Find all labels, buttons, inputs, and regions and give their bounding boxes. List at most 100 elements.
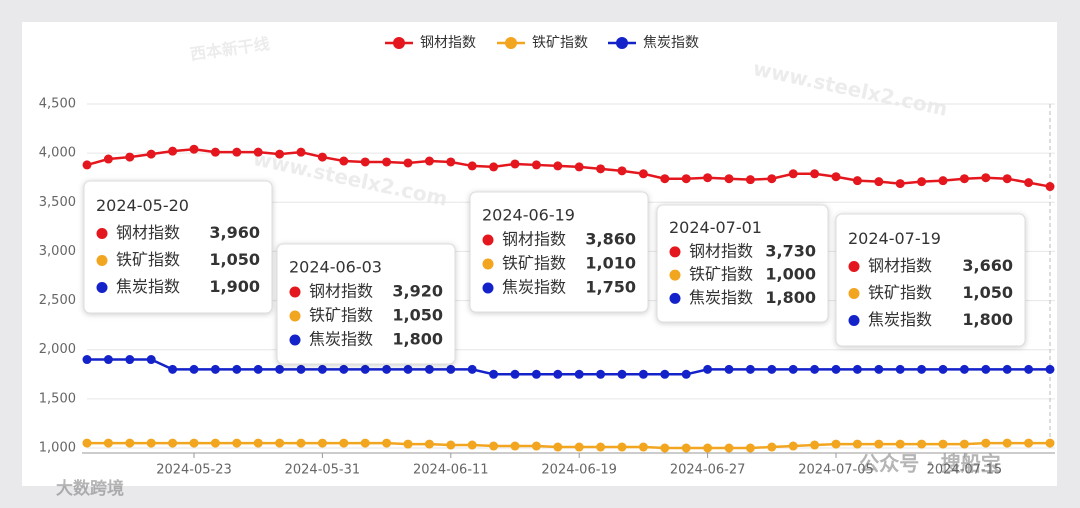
tooltip-value: 1,050 <box>209 250 260 269</box>
point <box>103 355 113 365</box>
legend-label: 焦炭指数 <box>643 35 699 51</box>
point <box>424 156 434 166</box>
point <box>724 174 734 184</box>
tooltip-date: 2024-06-03 <box>289 258 382 277</box>
point <box>403 158 413 168</box>
tooltip-name: 钢材指数 <box>689 241 753 260</box>
point <box>403 364 413 374</box>
point <box>275 364 285 374</box>
point <box>660 369 670 379</box>
tooltip: 2024-06-03 钢材指数 3,920 铁矿指数 1,050 焦炭指数 1,800 <box>276 243 456 365</box>
point <box>788 169 798 179</box>
point <box>981 364 991 374</box>
point <box>574 369 584 379</box>
point <box>382 438 392 448</box>
point <box>489 162 499 172</box>
point <box>638 369 648 379</box>
tooltip-box <box>469 191 649 313</box>
tooltip-value: 3,860 <box>585 230 636 249</box>
point <box>938 176 948 186</box>
point <box>382 364 392 374</box>
point <box>938 439 948 449</box>
tooltip-dot <box>96 282 108 293</box>
point <box>596 164 606 174</box>
tooltip-name: 钢材指数 <box>116 223 180 242</box>
tooltip-dot <box>482 258 494 270</box>
point <box>232 364 242 374</box>
point <box>703 364 713 374</box>
tooltip-date: 2024-05-20 <box>96 196 189 215</box>
tooltip-date: 2024-07-01 <box>669 218 762 237</box>
point <box>596 369 606 379</box>
tooltip-value: 1,800 <box>765 288 816 307</box>
point <box>767 442 777 452</box>
point <box>660 174 670 184</box>
tooltip-box <box>83 180 273 314</box>
point <box>317 438 327 448</box>
tooltip-value: 3,960 <box>209 223 260 242</box>
tooltip-name: 铁矿指数 <box>309 306 373 325</box>
point <box>232 438 242 448</box>
point <box>82 160 92 170</box>
point <box>382 157 392 167</box>
point <box>103 438 113 448</box>
point <box>317 152 327 162</box>
point <box>874 177 884 187</box>
tooltip-name: 焦炭指数 <box>868 310 932 329</box>
point <box>1045 364 1055 374</box>
tooltip-dot <box>669 269 681 281</box>
point <box>125 355 135 365</box>
point <box>810 440 820 450</box>
point <box>553 369 563 379</box>
tooltip-box <box>276 243 456 365</box>
point <box>1045 438 1055 448</box>
point <box>125 152 135 162</box>
point <box>82 355 92 365</box>
point <box>724 443 734 453</box>
tooltip-date: 2024-07-19 <box>848 229 941 248</box>
point <box>767 174 777 184</box>
point <box>553 442 563 452</box>
y-tick-label: 4,500 <box>39 97 76 112</box>
point <box>745 175 755 185</box>
point <box>852 439 862 449</box>
point <box>467 440 477 450</box>
point <box>959 174 969 184</box>
point <box>724 364 734 374</box>
point <box>917 177 927 187</box>
point <box>831 439 841 449</box>
point <box>959 364 969 374</box>
point <box>745 443 755 453</box>
watermark: 公众号 · 搜船宝 <box>859 452 1001 476</box>
point <box>510 441 520 451</box>
tooltip-name: 焦炭指数 <box>309 330 373 349</box>
series-line <box>86 147 1051 188</box>
tooltip-value: 1,900 <box>209 277 260 296</box>
point <box>788 364 798 374</box>
point <box>531 160 541 170</box>
point <box>874 439 884 449</box>
legend-dot <box>616 37 628 49</box>
tooltip-value: 3,730 <box>765 241 816 260</box>
point <box>82 438 92 448</box>
watermark: 大数跨境 <box>56 478 124 499</box>
y-tick-label: 2,000 <box>39 342 76 357</box>
point <box>489 441 499 451</box>
point <box>745 364 755 374</box>
x-tick-label: 2024-05-23 <box>156 463 232 478</box>
point <box>189 438 199 448</box>
point <box>852 176 862 186</box>
point <box>681 174 691 184</box>
point <box>296 438 306 448</box>
y-tick-label: 3,000 <box>39 244 76 259</box>
point <box>253 147 263 157</box>
point <box>467 161 477 171</box>
point <box>210 147 220 157</box>
tooltip-dot <box>96 255 108 266</box>
point <box>317 364 327 374</box>
tooltip-value: 3,660 <box>962 256 1013 275</box>
point <box>617 442 627 452</box>
tooltip-date: 2024-06-19 <box>482 206 575 225</box>
tooltip-name: 焦炭指数 <box>689 288 753 307</box>
